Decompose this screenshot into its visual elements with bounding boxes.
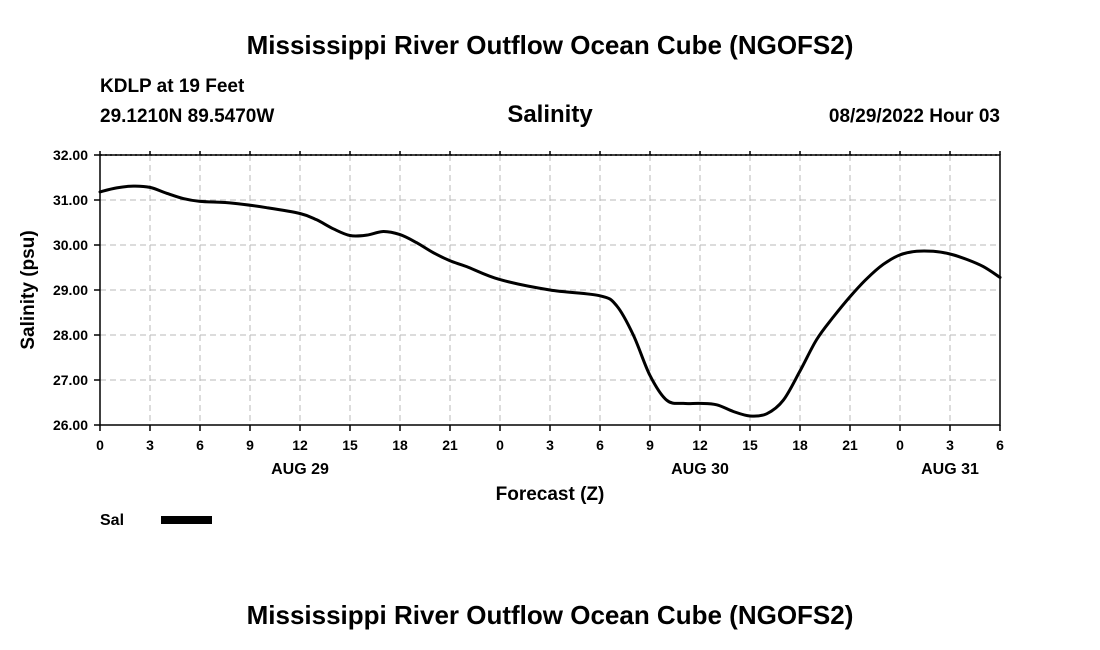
y-tick-label: 27.00 (53, 372, 88, 388)
x-axis-label: Forecast (Z) (496, 484, 605, 505)
chart-subtitle: Salinity (507, 101, 593, 128)
x-tick-label: 21 (842, 437, 858, 453)
x-tick-label: 12 (692, 437, 708, 453)
x-tick-label: 0 (896, 437, 904, 453)
x-tick-label: 15 (342, 437, 358, 453)
y-tick-label: 29.00 (53, 282, 88, 298)
x-tick-label: 3 (946, 437, 954, 453)
y-tick-label: 31.00 (53, 192, 88, 208)
x-tick-label: 21 (442, 437, 458, 453)
tick-layer: 26.00 27.00 28.00 29.00 30.00 31.00 32.00 0 3 6 9 1… (53, 147, 1004, 478)
date-label: AUG 29 (271, 461, 329, 478)
x-tick-label: 6 (596, 437, 604, 453)
y-tick-label: 30.00 (53, 237, 88, 253)
date-label: AUG 31 (921, 461, 979, 478)
y-tick-label: 32.00 (53, 147, 88, 163)
station-name: KDLP at 19 Feet (100, 76, 245, 97)
x-tick-label: 3 (546, 437, 554, 453)
footer-title: Mississippi River Outflow Ocean Cube (NG… (246, 600, 854, 630)
x-tick-label: 6 (196, 437, 204, 453)
x-tick-label: 15 (742, 437, 758, 453)
x-tick-label: 6 (996, 437, 1004, 453)
legend-line-swatch (161, 516, 212, 524)
x-tick-label: 18 (792, 437, 808, 453)
forecast-datetime: 08/29/2022 Hour 03 (828, 106, 1000, 127)
y-tick-label: 26.00 (53, 417, 88, 433)
legend-label: Sal (100, 512, 124, 529)
x-tick-label: 0 (496, 437, 504, 453)
chart-main-title: Mississippi River Outflow Ocean Cube (NG… (246, 30, 854, 60)
y-axis-label: Salinity (psu) (18, 230, 39, 349)
y-tick-label: 28.00 (53, 327, 88, 343)
x-tick-label: 9 (246, 437, 254, 453)
station-coordinates: 29.1210N 89.5470W (100, 106, 275, 127)
x-tick-label: 3 (146, 437, 154, 453)
series-line-sal (98, 184, 1002, 418)
date-label: AUG 30 (671, 461, 729, 478)
x-tick-label: 12 (292, 437, 308, 453)
x-tick-label: 9 (646, 437, 654, 453)
x-tick-label: 0 (96, 437, 104, 453)
x-tick-label: 18 (392, 437, 408, 453)
